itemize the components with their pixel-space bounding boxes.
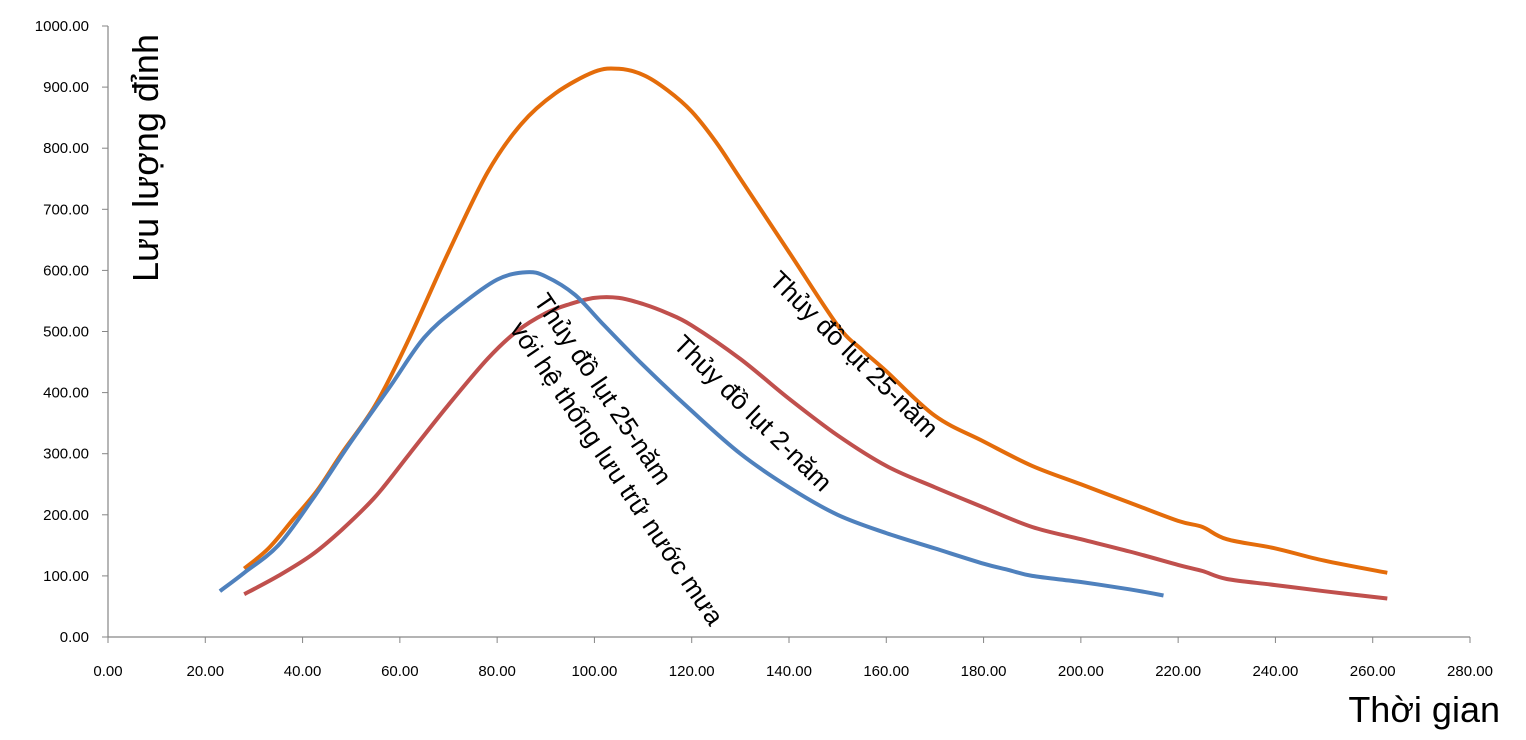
y-tick-labels: 0.00 100.00 200.00 300.00 400.00 500.00 600.00…	[35, 18, 108, 646]
x-tick-label: 280.00	[1447, 663, 1493, 680]
x-tick-label: 160.00	[863, 663, 909, 680]
x-tick-label: 0.00	[93, 663, 122, 680]
x-tick-label: 100.00	[571, 663, 617, 680]
y-tick-label: 0.00	[60, 629, 89, 646]
x-tick-label: 120.00	[669, 663, 715, 680]
y-tick-label: 900.00	[43, 79, 89, 96]
series-line-2-year	[243, 295, 1388, 601]
x-tick-label: 260.00	[1350, 663, 1396, 680]
y-tick-label: 200.00	[43, 507, 89, 524]
annotation-25-year: Thủy đồ lụt 25-năm	[764, 265, 945, 443]
x-tick-label: 80.00	[478, 663, 516, 680]
y-tick-label: 700.00	[43, 201, 89, 218]
series-lines	[218, 66, 1388, 601]
y-axis-title: Lưu lượng đỉnh	[125, 34, 166, 282]
x-tick-label: 200.00	[1058, 663, 1104, 680]
x-tick-label: 140.00	[766, 663, 812, 680]
x-tick-label: 220.00	[1155, 663, 1201, 680]
y-tick-label: 600.00	[43, 262, 89, 279]
x-tick-label: 20.00	[187, 663, 225, 680]
y-tick-label: 500.00	[43, 324, 89, 341]
series-line-25-year-storage	[218, 270, 1164, 598]
y-tick-label: 400.00	[43, 385, 89, 402]
x-tick-label: 240.00	[1252, 663, 1298, 680]
y-tick-label: 800.00	[43, 140, 89, 157]
y-tick-label: 100.00	[43, 568, 89, 585]
x-tick-label: 180.00	[961, 663, 1007, 680]
x-tick-label: 40.00	[284, 663, 322, 680]
y-tick-label: 300.00	[43, 446, 89, 463]
x-tick-labels: 0.00 20.00 40.00 60.00 80.00 100.00 120.00 140.…	[93, 637, 1493, 680]
series-line-25-year	[242, 66, 1388, 575]
x-tick-label: 60.00	[381, 663, 419, 680]
x-axis-title: Thời gian	[1348, 689, 1500, 730]
y-tick-label: 1000.00	[35, 18, 89, 35]
